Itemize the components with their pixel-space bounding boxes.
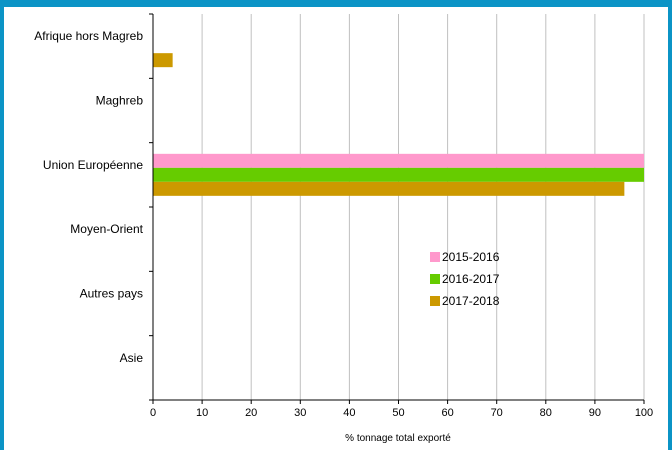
category-label: Afrique hors Magreb xyxy=(34,29,143,43)
x-tick-label: 30 xyxy=(294,407,306,419)
y-category-labels: Afrique hors Magreb Maghreb Union Européen… xyxy=(34,29,143,365)
x-tick-label: 70 xyxy=(491,407,503,419)
legend-swatch xyxy=(430,274,440,284)
bar xyxy=(153,153,644,168)
category-label: Maghreb xyxy=(96,94,144,108)
legend-swatch xyxy=(430,296,440,306)
category-label: Union Européenne xyxy=(43,158,143,172)
category-label: Autres pays xyxy=(80,287,143,301)
x-tick-label: 40 xyxy=(343,407,355,419)
gridlines xyxy=(201,14,645,400)
x-tick-label: 10 xyxy=(196,407,208,419)
legend-swatch xyxy=(430,252,440,262)
category-label: Moyen-Orient xyxy=(70,222,143,236)
bar xyxy=(153,181,625,196)
bar xyxy=(153,53,173,68)
x-axis-label: % tonnage total exporté xyxy=(345,433,451,444)
x-tick-label: 0 xyxy=(150,407,156,419)
x-tick-label: 20 xyxy=(245,407,257,419)
x-tick-label: 80 xyxy=(540,407,552,419)
x-tick-label: 50 xyxy=(392,407,404,419)
legend-label: 2017-2018 xyxy=(442,294,500,308)
x-tick-label: 60 xyxy=(441,407,453,419)
x-tick-label: 90 xyxy=(589,407,601,419)
x-tick-label: 100 xyxy=(635,407,653,419)
legend-label: 2015-2016 xyxy=(442,250,500,264)
bars xyxy=(153,53,644,196)
category-label: Asie xyxy=(120,351,144,365)
bar xyxy=(153,167,644,182)
legend-label: 2016-2017 xyxy=(442,272,500,286)
x-tick-labels: 0 10 20 30 40 50 60 70 80 90 100 xyxy=(150,407,653,419)
axes xyxy=(149,13,645,404)
legend: 2015-2016 2016-2017 2017-2018 xyxy=(430,250,500,308)
